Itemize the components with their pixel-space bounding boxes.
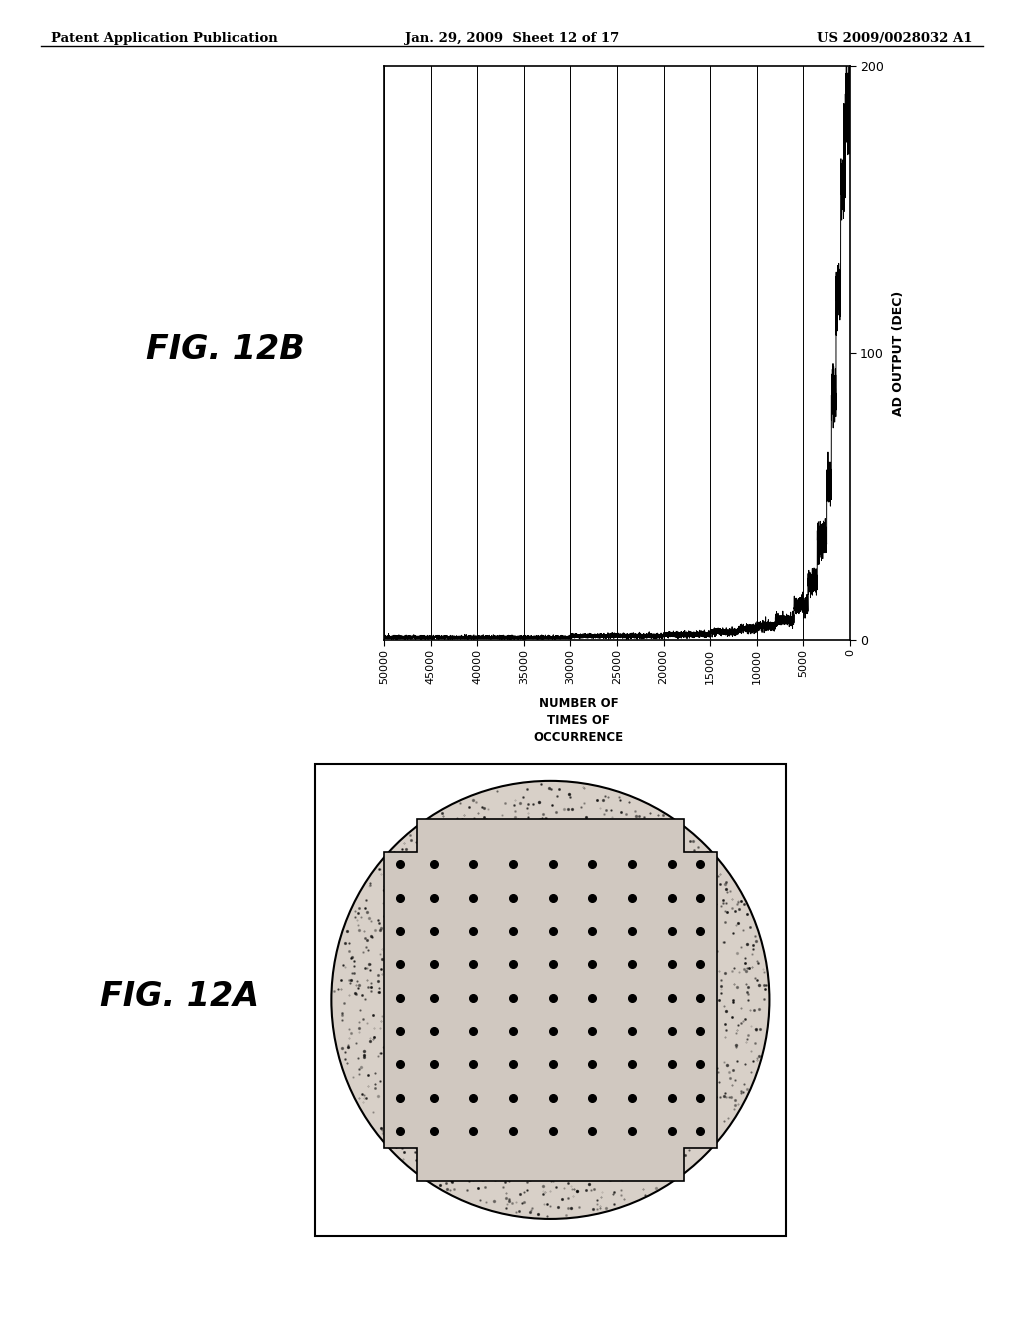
Text: US 2009/0028032 A1: US 2009/0028032 A1 [817,32,973,45]
Text: FIG. 12A: FIG. 12A [99,979,259,1014]
Y-axis label: AD OUTPUT (DEC): AD OUTPUT (DEC) [892,290,905,416]
Text: Patent Application Publication: Patent Application Publication [51,32,278,45]
Polygon shape [384,818,717,1181]
Circle shape [332,781,769,1218]
Text: FIG. 12B: FIG. 12B [145,334,305,367]
Text: Jan. 29, 2009  Sheet 12 of 17: Jan. 29, 2009 Sheet 12 of 17 [404,32,620,45]
Text: NUMBER OF
TIMES OF
OCCURRENCE: NUMBER OF TIMES OF OCCURRENCE [534,697,624,744]
